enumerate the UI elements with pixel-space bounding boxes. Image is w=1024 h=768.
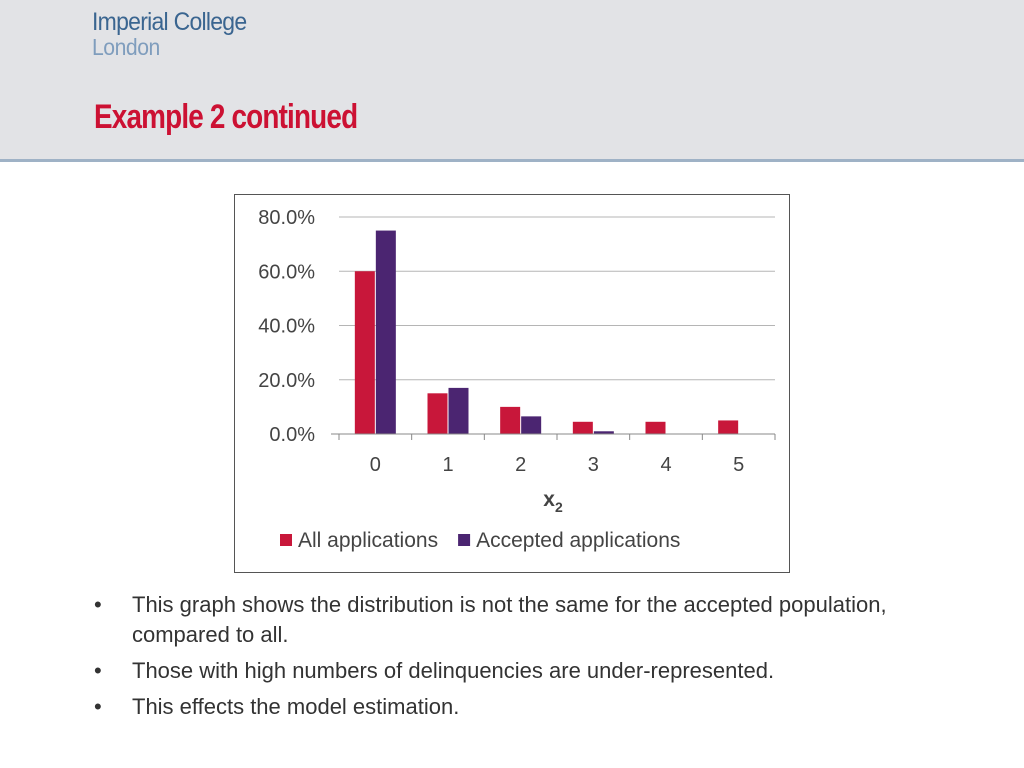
y-tick-label: 20.0% xyxy=(258,370,315,392)
imperial-college-logo: Imperial College London xyxy=(92,10,260,59)
bullet-text: Those with high numbers of delinquencies… xyxy=(132,658,775,683)
y-tick-label: 0.0% xyxy=(269,424,315,446)
x-tick-label: 3 xyxy=(588,454,599,476)
bar xyxy=(500,406,521,434)
x-tick-label: 2 xyxy=(515,454,526,476)
bar xyxy=(593,431,614,434)
bullet-marker: • xyxy=(94,592,102,617)
legend-swatch xyxy=(458,534,471,546)
legend-swatch xyxy=(280,534,292,546)
slide-header: Imperial College London Example 2 contin… xyxy=(0,0,1024,162)
logo-line-2: London xyxy=(92,34,160,60)
x-tick-label: 1 xyxy=(442,454,453,476)
bar xyxy=(718,420,739,434)
bullet-list: • This graph shows the distribution is n… xyxy=(94,590,954,728)
bullet-marker: • xyxy=(94,658,102,683)
bullet-item: • This effects the model estimation. xyxy=(94,692,954,722)
bullet-text: This graph shows the distribution is not… xyxy=(132,592,887,647)
bullet-text: This effects the model estimation. xyxy=(132,694,460,719)
y-tick-label: 40.0% xyxy=(258,316,315,338)
bar xyxy=(645,421,666,434)
logo-line-1: Imperial College xyxy=(92,8,247,36)
y-tick-label: 60.0% xyxy=(258,261,315,283)
legend-label: All applications xyxy=(298,529,438,552)
x-axis-title-subscript: 2 xyxy=(555,499,563,515)
bullet-item: • This graph shows the distribution is n… xyxy=(94,590,954,650)
legend-label: Accepted applications xyxy=(476,529,680,552)
bar-chart: 0.0% 20.0% 40.0% 60.0% 80.0% 0 1 2 3 4 5 x2 All appl… xyxy=(234,194,790,573)
bar-chart-svg: 0.0% 20.0% 40.0% 60.0% 80.0% 0 1 2 3 4 5 x2 All appl… xyxy=(258,207,776,552)
x-tick-label: 5 xyxy=(733,454,744,476)
bar xyxy=(375,230,396,434)
bullet-item: • Those with high numbers of delinquenci… xyxy=(94,656,954,686)
x-axis-title: x2 xyxy=(543,488,563,515)
x-tick-label: 0 xyxy=(370,454,381,476)
bar xyxy=(521,416,542,434)
y-tick-label: 80.0% xyxy=(258,207,315,229)
bar xyxy=(448,387,469,434)
bar xyxy=(572,421,593,434)
slide-title: Example 2 continued xyxy=(94,98,358,136)
bullet-marker: • xyxy=(94,694,102,719)
bar xyxy=(427,393,448,434)
bar xyxy=(354,271,375,434)
x-tick-label: 4 xyxy=(660,454,671,476)
